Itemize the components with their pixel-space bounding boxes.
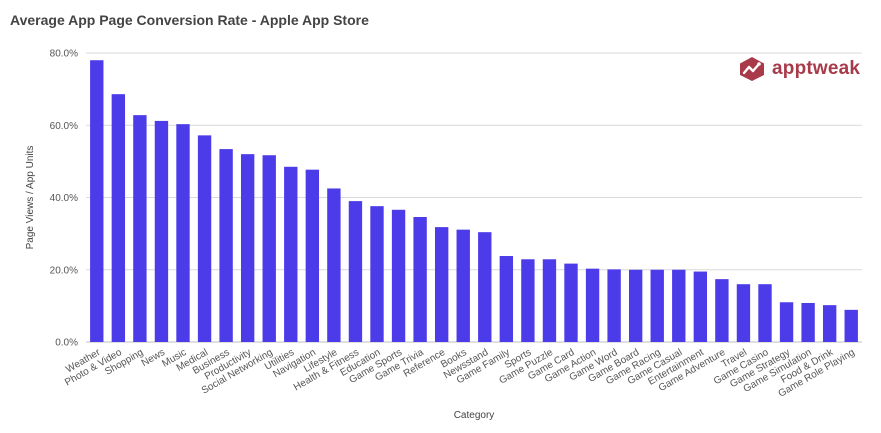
bar — [90, 60, 104, 342]
bar — [715, 279, 729, 342]
bar — [456, 229, 470, 342]
bar — [822, 305, 837, 342]
y-tick-label: 40.0% — [50, 193, 78, 204]
bar — [240, 154, 255, 342]
bar — [499, 256, 514, 342]
y-axis-title: Page Views / App Units — [25, 146, 36, 250]
bar — [607, 269, 621, 342]
apptweak-logo-icon — [740, 57, 764, 81]
bar — [370, 206, 384, 342]
bar — [736, 284, 751, 342]
bar — [844, 309, 858, 342]
y-tick-label: 0.0% — [55, 338, 78, 349]
bar — [542, 259, 557, 342]
bar — [284, 166, 298, 342]
bar — [693, 271, 708, 342]
bar — [521, 259, 535, 342]
bar — [758, 284, 772, 342]
bar — [779, 302, 794, 342]
bar — [154, 120, 169, 342]
bar — [650, 269, 664, 342]
bar — [176, 124, 190, 342]
gridlines — [86, 52, 862, 343]
chart-title: Average App Page Conversion Rate - Apple… — [10, 12, 369, 28]
bar — [262, 155, 276, 342]
bar — [391, 209, 406, 342]
bar — [197, 135, 212, 342]
bar — [348, 201, 363, 342]
bar — [327, 188, 341, 342]
y-tick-label: 20.0% — [50, 265, 78, 276]
apptweak-logo-text: apptweak — [772, 58, 861, 79]
bars — [90, 60, 858, 343]
bar — [133, 115, 147, 342]
apptweak-logo: apptweak — [738, 56, 860, 82]
bar — [305, 169, 320, 342]
y-tick-label: 60.0% — [50, 121, 78, 132]
bar — [564, 263, 578, 342]
x-axis-title: Category — [454, 410, 495, 421]
y-tick-label: 80.0% — [50, 49, 78, 60]
bar — [801, 302, 815, 342]
bar — [628, 269, 643, 342]
bar — [434, 227, 449, 342]
bar — [672, 269, 686, 342]
bar — [219, 149, 233, 342]
y-axis-tick-labels: 0.0% 20.0% 40.0% 60.0% 80.0% — [50, 49, 78, 349]
bar — [585, 268, 600, 342]
bar — [413, 217, 427, 342]
bar — [111, 94, 126, 343]
bar — [478, 232, 492, 342]
